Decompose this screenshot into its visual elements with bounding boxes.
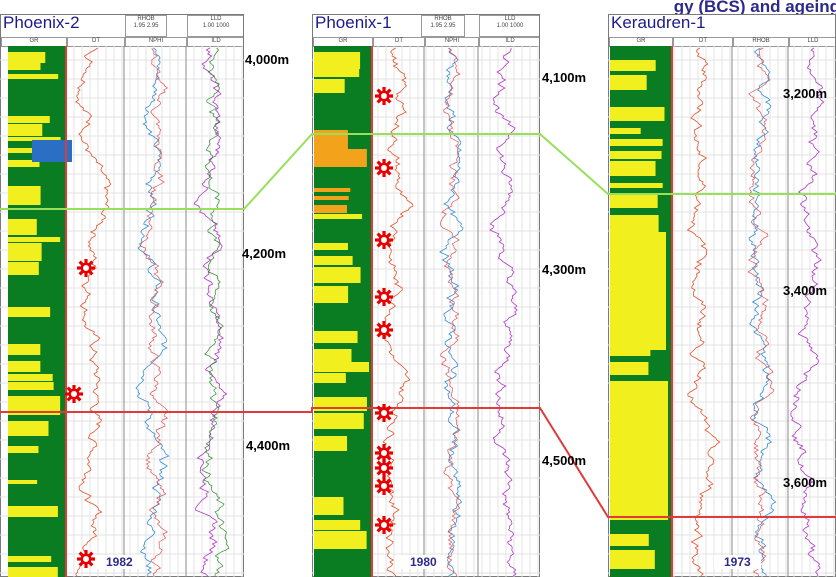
depth-label: 3,200m [783, 86, 828, 101]
depth-label: 4,000m [245, 52, 290, 67]
banner-title: gy (BCS) and ageing [673, 0, 836, 16]
well-name: Phoenix-2 [3, 14, 80, 32]
dt-header: DT [373, 37, 425, 47]
ild-header: ILD [479, 37, 539, 47]
hydrocarbon-show-marker [77, 259, 95, 277]
hydrocarbon-show-marker [65, 385, 83, 403]
red-horizon-line [0, 407, 836, 518]
dt-header: DT [673, 37, 733, 47]
hydrocarbon-show-marker [375, 477, 393, 495]
title-banner: gy (BCS) and ageing [0, 0, 836, 16]
hydrocarbon-show-marker [375, 516, 393, 534]
hydrocarbon-show-marker [375, 321, 393, 339]
ild-header: ILD [187, 37, 243, 47]
spud-year: 1973 [714, 555, 761, 569]
depth-label: 3,400m [783, 283, 828, 298]
rhob-header: RHOB [733, 37, 789, 47]
depth-label: 4,500m [542, 453, 587, 468]
lld-header: LLD 1.00 1000 [187, 15, 243, 37]
depth-label: 4,300m [542, 262, 587, 277]
hydrocarbon-show-marker [375, 444, 393, 462]
hydrocarbon-show-marker [375, 231, 393, 249]
nphi-header: NPHI [125, 37, 187, 47]
nphi-header: NPHI [425, 37, 479, 47]
hydrocarbon-show-marker [375, 87, 393, 105]
depth-label: 4,200m [242, 246, 287, 261]
depth-label: 4,400m [246, 438, 291, 453]
hydrocarbon-show-marker [375, 404, 393, 422]
hydrocarbon-show-marker [375, 459, 393, 477]
green-horizon-line [0, 133, 836, 210]
lld-header: LLD 1.00 1000 [479, 15, 539, 37]
lld-header: LLD [789, 37, 835, 47]
hydrocarbon-show-marker [77, 550, 95, 568]
spud-year: 1980 [400, 555, 447, 569]
coal-layer [32, 140, 72, 162]
depth-label: 4,100m [542, 70, 587, 85]
spud-year: 1982 [96, 555, 143, 569]
hydrocarbon-show-marker [375, 288, 393, 306]
hydrocarbon-show-marker [375, 159, 393, 177]
well-name: Phoenix-1 [315, 14, 392, 32]
well-name: Keraudren-1 [611, 14, 706, 32]
depth-label: 3,600m [783, 475, 828, 490]
dt-header: DT [67, 37, 125, 47]
rhob-header: RHOB 1.95 2.95 [125, 15, 167, 37]
rhob-header: RHOB 1.95 2.95 [421, 15, 465, 37]
